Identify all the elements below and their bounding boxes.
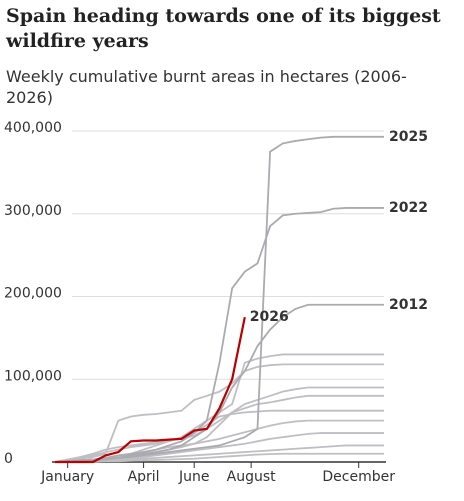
y-tick-label: 300,000 <box>4 203 62 219</box>
x-tick-label: December <box>322 469 395 485</box>
series-label: 2026 <box>250 309 289 325</box>
series-line <box>55 452 384 463</box>
y-tick-label: 200,000 <box>4 286 62 302</box>
series-label: 2012 <box>389 297 428 313</box>
y-tick-label: 100,000 <box>4 368 62 384</box>
series-line <box>54 363 384 463</box>
x-tick-label: April <box>128 469 160 485</box>
series-line <box>54 394 384 463</box>
x-tick-label: August <box>227 469 277 485</box>
series-label: 2025 <box>389 129 428 145</box>
series-line <box>54 409 384 463</box>
y-tick-label: 0 <box>4 451 13 467</box>
series-line <box>55 316 246 464</box>
series-line <box>54 207 384 463</box>
y-tick-label: 400,000 <box>4 120 62 136</box>
x-tick-label: January <box>40 469 94 485</box>
series-line <box>54 135 384 463</box>
series-label: 2022 <box>389 200 428 216</box>
chart-title: Spain heading towards one of its biggest… <box>6 5 441 52</box>
x-tick-label: June <box>178 469 210 485</box>
chart-subtitle: Weekly cumulative burnt areas in hectare… <box>6 67 407 107</box>
